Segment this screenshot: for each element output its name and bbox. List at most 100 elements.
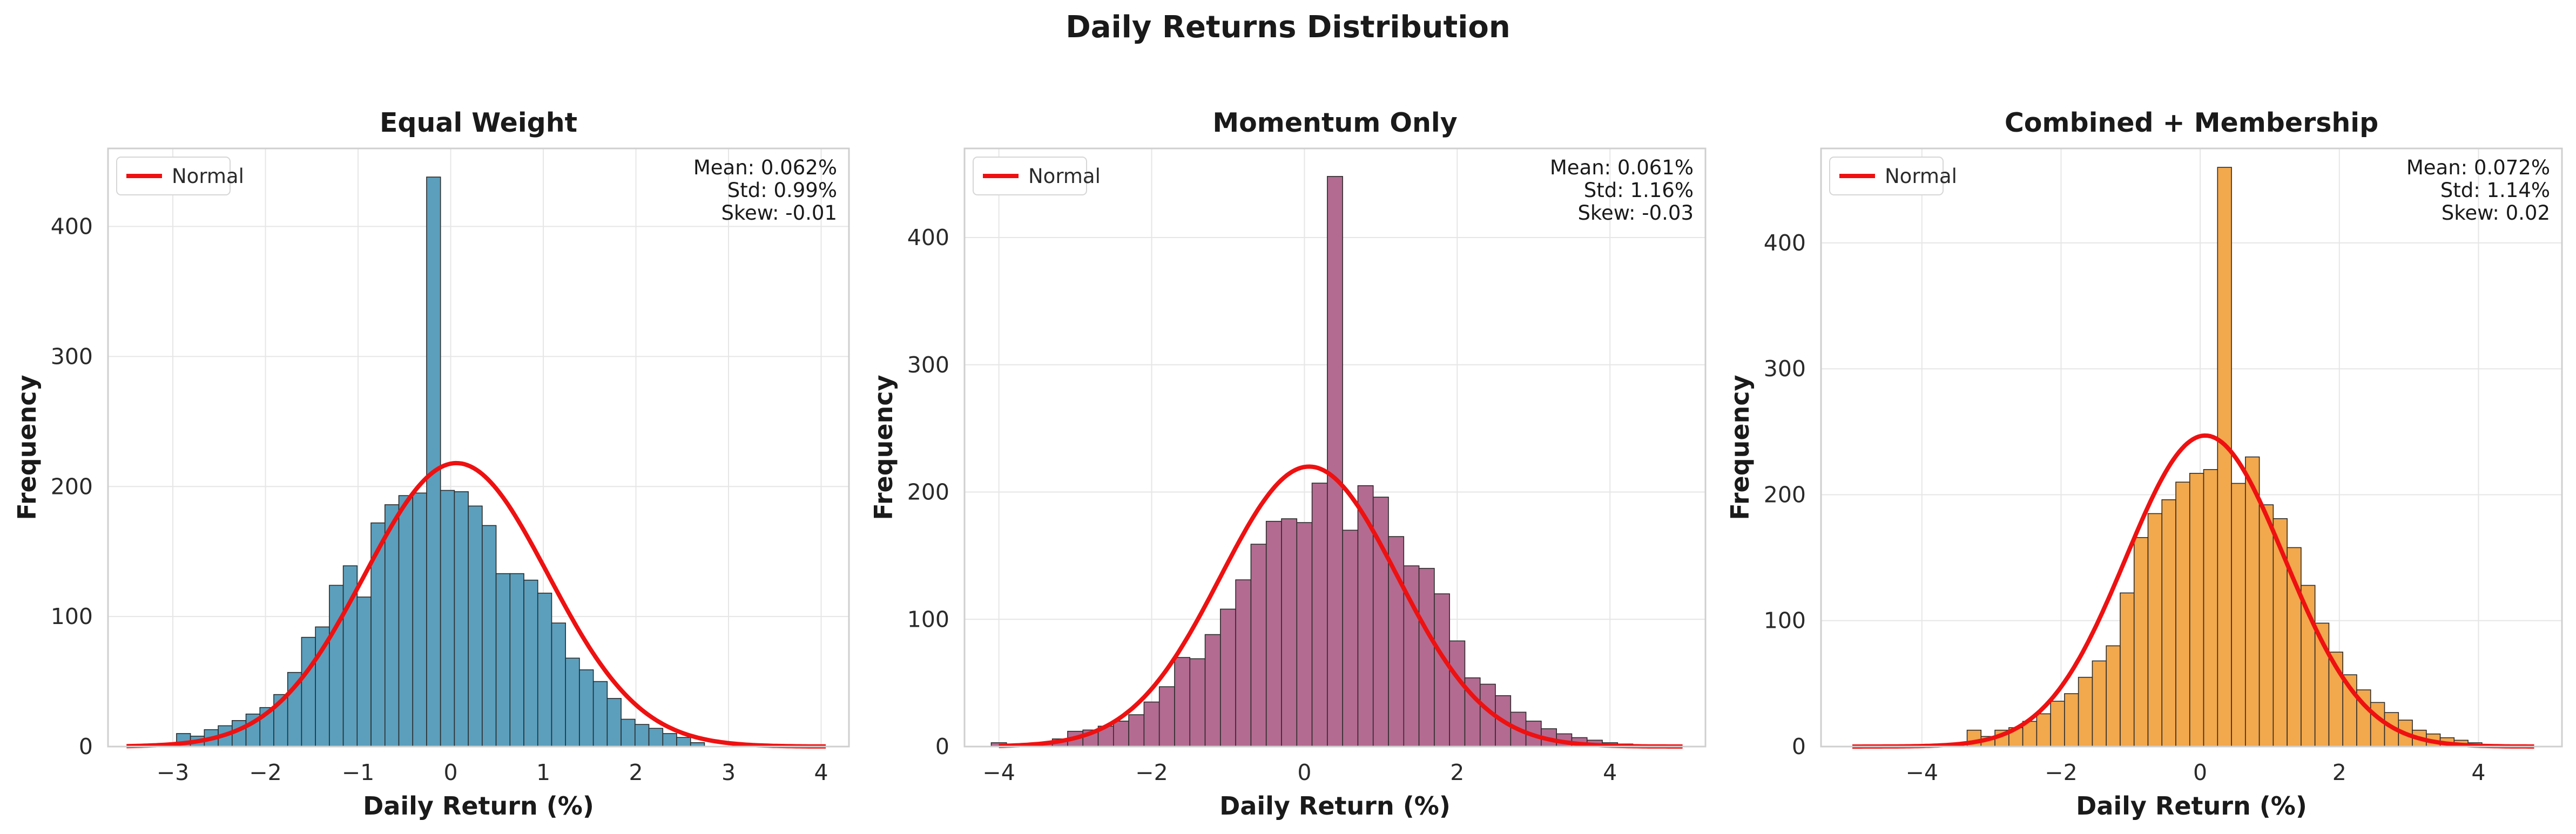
histogram-bar [454,491,469,747]
histogram-bar [1265,520,1282,747]
y-tick-label: 400 [1764,230,1806,256]
legend-label: Normal [1885,165,1957,188]
y-tick-label: 100 [51,604,93,629]
histogram-bar [662,733,677,747]
stats-text: Skew: -0.03 [1577,201,1694,225]
y-tick-label: 300 [51,343,93,369]
histogram-bar [412,492,427,747]
plot-frame [1820,147,2563,748]
x-axis-label: Daily Return (%) [2076,791,2307,821]
histogram-bar [2189,473,2204,747]
x-tick-label: 4 [1603,760,1617,785]
histogram-bar [509,573,524,747]
panel-title: Combined + Membership [2005,107,2378,138]
y-tick-label: 400 [51,214,93,240]
histogram-bar [523,579,538,747]
histogram-bar [2217,167,2232,747]
y-tick-label: 100 [1764,608,1806,634]
histogram-bar [1281,518,1298,747]
x-tick-label: 2 [629,760,643,785]
histogram-bar [2092,660,2107,747]
x-tick-label: −3 [157,760,189,785]
histogram-bar [2370,702,2385,747]
histogram-bar [398,495,414,747]
legend-label: Normal [1028,165,1101,188]
x-tick-label: 0 [1297,760,1311,785]
x-tick-label: 3 [721,760,736,785]
x-tick-label: −2 [1135,760,1168,785]
x-tick-label: −4 [1906,760,1938,785]
histogram-bar [1174,657,1191,747]
histogram-bar [1128,714,1145,747]
histogram-bar [1189,658,1206,747]
x-tick-label: −2 [249,760,281,785]
stats-text: Skew: 0.02 [2442,201,2550,225]
histogram-bar [551,622,567,747]
x-tick-label: 0 [444,760,458,785]
y-tick-label: 300 [1764,356,1806,382]
normal-curve-line [126,460,826,749]
histogram-bar [2120,592,2135,747]
histogram-bar [1342,530,1359,747]
y-tick-label: 0 [1792,734,1806,760]
y-tick-label: 0 [79,734,93,760]
histogram-bar [482,525,497,747]
panel-title: Momentum Only [1212,107,1457,138]
histogram-bar [537,592,552,747]
x-tick-label: 4 [2471,760,2485,785]
histogram-bar [2175,482,2190,747]
normal-curve-line [999,464,1683,749]
stats-text: Mean: 0.072% [2406,156,2550,179]
stats-text: Std: 1.16% [1584,179,1694,202]
x-axis-label: Daily Return (%) [1219,791,1451,821]
legend: Normal [973,157,1101,195]
histogram-bar [2036,713,2051,747]
histogram-bar [301,636,316,747]
chart-panel-3: −4 −2 0 2 4 0 100 200 300 400 Combined + Membershi… [1725,107,2563,821]
histogram-bar [1449,640,1466,747]
y-tick-label: 100 [907,606,949,632]
histogram-bar [1235,579,1252,747]
histogram-bar [2106,645,2121,747]
normal-curve-line [1852,433,2534,749]
panel-title: Equal Weight [380,107,577,138]
histogram-bar [565,657,580,747]
histogram-bar [2050,701,2065,747]
x-tick-label: 2 [2332,760,2346,785]
chart-panel-2: −4 −2 0 2 4 0 100 200 300 400 Momentum Only Daily R… [869,107,1707,821]
y-tick-label: 0 [935,734,949,760]
y-axis-label: Frequency [12,375,42,520]
x-tick-label: 0 [2193,760,2207,785]
histogram-bar [2133,537,2149,747]
y-tick-label: 300 [907,352,949,378]
y-axis-label: Frequency [1725,375,1755,520]
histogram-bar [2203,469,2218,747]
x-tick-label: 4 [814,760,828,785]
histogram-bar [1113,721,1129,747]
x-tick-label: 2 [1450,760,1464,785]
histogram-bar [648,728,664,747]
histogram-bar [426,177,441,747]
histogram-bar [384,504,400,747]
stats-text: Std: 0.99% [727,179,837,202]
stats-text: Std: 1.14% [2440,179,2550,202]
stats-text: Skew: -0.01 [721,201,837,225]
histogram-bar [1296,522,1313,747]
histogram-bar [495,573,511,747]
histogram-bar [1220,608,1236,747]
histogram-bar [2078,676,2093,747]
histogram-bar [579,669,594,747]
histogram-bar [356,596,372,747]
y-tick-label: 400 [907,225,949,250]
stats-text: Mean: 0.062% [693,156,837,179]
x-tick-label: −1 [342,760,374,785]
chart-panel-1: −3 −2 −1 0 1 2 3 4 0 100 200 300 400 Equal Weight Dail… [12,107,850,821]
histogram-bar [1250,544,1267,747]
legend-box [973,157,1087,195]
histogram-bar [621,718,636,747]
legend-box [1829,157,1944,195]
y-axis-label: Frequency [869,375,898,520]
histogram-bar [440,490,455,747]
x-tick-label: −2 [2045,760,2077,785]
